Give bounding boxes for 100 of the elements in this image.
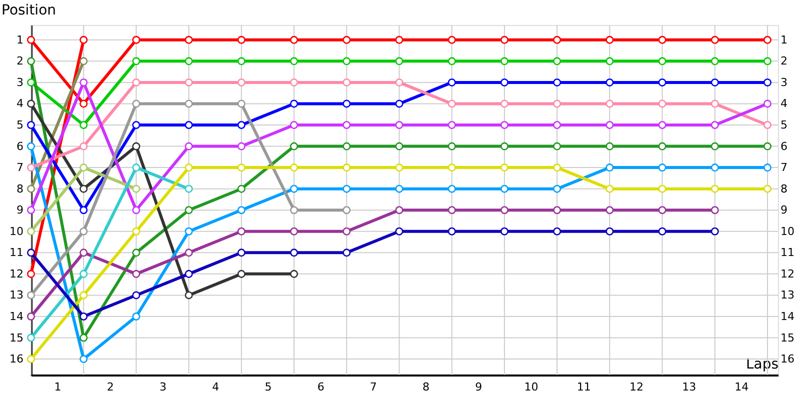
point <box>132 291 140 300</box>
point <box>237 248 246 257</box>
point <box>606 78 614 86</box>
point <box>290 248 298 257</box>
point <box>553 142 562 150</box>
point <box>658 184 666 193</box>
y2-tick-label: 13 <box>780 288 794 302</box>
point <box>500 227 508 236</box>
x-tick-label: 11 <box>576 380 591 394</box>
point <box>342 78 351 86</box>
x-tick-label: 12 <box>629 380 644 394</box>
point <box>26 57 36 66</box>
point <box>237 184 246 193</box>
point <box>26 248 36 257</box>
point <box>26 121 36 129</box>
point <box>26 270 36 278</box>
point <box>448 164 456 172</box>
y-tick-label: 10 <box>10 224 24 238</box>
point <box>290 36 298 44</box>
y-tick-label: 8 <box>16 182 24 196</box>
point <box>500 121 508 129</box>
point <box>395 164 404 172</box>
point <box>395 36 404 44</box>
point <box>290 184 298 193</box>
x-tick-label: 8 <box>422 380 430 394</box>
point <box>553 121 562 129</box>
point <box>448 100 456 108</box>
x-tick-label: 14 <box>734 380 749 394</box>
point <box>710 100 719 108</box>
point <box>26 355 36 364</box>
x-tick-label: 10 <box>524 380 538 394</box>
point <box>763 142 772 150</box>
point <box>342 184 351 193</box>
point <box>763 121 772 129</box>
point <box>710 78 719 86</box>
point <box>342 142 351 150</box>
point <box>26 142 36 150</box>
point <box>290 121 298 129</box>
point <box>80 270 88 278</box>
point <box>763 36 772 44</box>
point <box>710 227 719 236</box>
y2-tick-label: 2 <box>780 54 788 68</box>
point <box>763 78 772 86</box>
point <box>290 270 298 278</box>
point <box>132 57 140 66</box>
point <box>448 142 456 150</box>
point <box>658 100 666 108</box>
point <box>448 78 456 86</box>
point <box>606 142 614 150</box>
y2-tick-label: 1 <box>780 33 788 46</box>
point <box>290 206 298 214</box>
x-tick-label: 9 <box>475 380 482 394</box>
point <box>342 248 351 257</box>
point <box>342 100 351 108</box>
point <box>553 57 562 66</box>
point <box>710 164 719 172</box>
point <box>710 184 719 193</box>
point <box>80 248 88 257</box>
point <box>80 121 88 129</box>
point <box>290 78 298 86</box>
point <box>658 206 666 214</box>
point <box>132 121 140 129</box>
point <box>553 206 562 214</box>
point <box>553 36 562 44</box>
point <box>658 57 666 66</box>
y2-tick-label: 3 <box>780 76 788 89</box>
x-tick-label: 1 <box>54 380 62 394</box>
point <box>132 78 140 86</box>
x-tick-label: 2 <box>106 380 114 394</box>
point <box>395 100 404 108</box>
point <box>237 57 246 66</box>
point <box>342 164 351 172</box>
x-tick-label: 13 <box>682 380 696 394</box>
point <box>26 36 36 44</box>
point <box>763 164 772 172</box>
point <box>80 227 88 236</box>
y2-tick-label: 11 <box>780 246 794 260</box>
point <box>553 100 562 108</box>
point <box>184 227 193 236</box>
point <box>184 78 193 86</box>
point <box>342 36 351 44</box>
point <box>658 164 666 172</box>
y2-tick-label: 4 <box>780 97 788 110</box>
point <box>26 164 36 172</box>
point <box>237 121 246 129</box>
y2-tick-label: 12 <box>780 267 794 280</box>
point <box>658 36 666 44</box>
point <box>237 164 246 172</box>
point <box>80 291 88 300</box>
y-tick-label: 14 <box>10 310 24 323</box>
point <box>658 227 666 236</box>
y2-tick-label: 9 <box>780 204 788 217</box>
y-tick-label: 13 <box>10 288 24 302</box>
point <box>710 206 719 214</box>
point <box>448 227 456 236</box>
point <box>80 142 88 150</box>
point <box>342 57 351 66</box>
point <box>184 184 193 193</box>
y-tick-label: 15 <box>10 331 24 344</box>
point <box>395 227 404 236</box>
